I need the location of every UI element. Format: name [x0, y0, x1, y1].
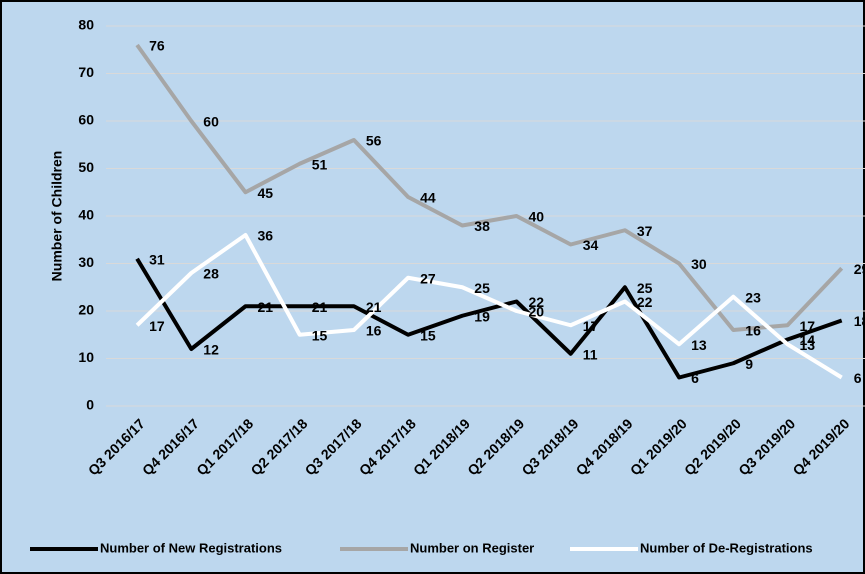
data-label: 18	[854, 313, 865, 329]
data-label: 9	[745, 356, 753, 372]
y-tick-label: 50	[78, 159, 94, 175]
series-line	[135, 43, 844, 332]
data-label: 34	[583, 237, 599, 253]
legend-label: Number of De-Registrations	[640, 540, 813, 555]
data-label: 13	[800, 337, 816, 353]
y-tick-label: 0	[86, 397, 94, 413]
legend-label: Number of New Registrations	[100, 540, 282, 555]
data-label: 37	[637, 223, 653, 239]
data-label: 21	[312, 299, 328, 315]
y-tick-label: 10	[78, 349, 94, 365]
y-tick-label: 70	[78, 64, 94, 80]
data-label: 45	[258, 185, 274, 201]
y-tick-label: 40	[78, 207, 94, 223]
y-tick-label: 30	[78, 254, 94, 270]
y-tick-label: 60	[78, 112, 94, 128]
data-label: 25	[637, 280, 653, 296]
series-line	[135, 257, 843, 380]
y-tick-label: 80	[78, 17, 94, 33]
data-label: 20	[529, 304, 545, 320]
data-label: 14	[800, 332, 816, 348]
legend-label: Number on Register	[410, 540, 534, 555]
data-label: 36	[258, 228, 274, 244]
data-label: 60	[203, 114, 219, 130]
data-label: 15	[420, 327, 436, 343]
data-label: 16	[745, 323, 761, 339]
data-label: 22	[529, 294, 545, 310]
data-label: 15	[312, 327, 328, 343]
data-label: 6	[691, 370, 699, 386]
data-label: 11	[583, 346, 598, 362]
y-axis-label: Number of Children	[49, 151, 65, 282]
series-line	[135, 233, 843, 380]
data-label: 17	[583, 318, 599, 334]
data-label: 44	[420, 190, 436, 206]
y-tick-label: 20	[78, 302, 94, 318]
data-label: 21	[366, 299, 382, 315]
data-label: 30	[691, 256, 707, 272]
data-label: 28	[203, 266, 219, 282]
data-label: 29	[854, 261, 865, 277]
data-label: 31	[149, 251, 165, 267]
data-label: 21	[258, 299, 274, 315]
data-label: 40	[529, 209, 545, 225]
data-label: 76	[149, 38, 165, 54]
data-label: 27	[420, 270, 436, 286]
data-label: 17	[149, 318, 165, 334]
data-label: 13	[691, 337, 707, 353]
data-label: 17	[800, 318, 816, 334]
data-label: 51	[312, 156, 328, 172]
data-label: 25	[474, 280, 490, 296]
data-label: 38	[474, 218, 490, 234]
data-label: 6	[854, 370, 862, 386]
data-label: 19	[474, 308, 490, 324]
data-label: 22	[637, 294, 653, 310]
data-label: 23	[745, 289, 761, 305]
data-label: 16	[366, 323, 382, 339]
data-label: 56	[366, 133, 382, 149]
data-label: 12	[203, 342, 219, 358]
